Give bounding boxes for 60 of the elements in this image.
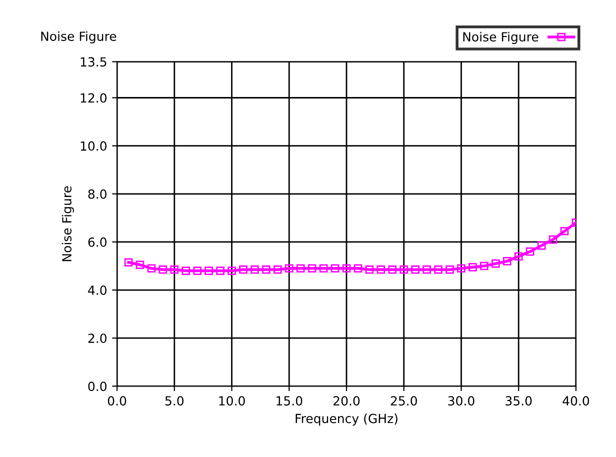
point	[548, 235, 558, 244]
point	[434, 265, 442, 274]
x-tick-label: 0.0	[108, 396, 126, 406]
point	[228, 266, 236, 275]
point	[411, 265, 420, 274]
point	[468, 263, 477, 272]
point	[239, 265, 248, 274]
point	[422, 265, 431, 274]
point	[136, 260, 144, 269]
x-tick-label: 25.0	[390, 396, 417, 406]
x-tick-label: 30.0	[448, 396, 474, 406]
point	[388, 265, 397, 274]
point	[537, 241, 546, 250]
legend-label: Noise Figure	[463, 32, 538, 44]
point	[342, 264, 351, 273]
x-tick-label: 5.0	[165, 396, 184, 406]
point	[308, 264, 316, 273]
x-tick-label: 35.0	[506, 396, 532, 406]
point	[400, 265, 408, 274]
point	[319, 264, 328, 273]
y-tick-label: 8.0	[88, 189, 106, 199]
point	[502, 257, 512, 266]
point	[273, 265, 282, 274]
point	[354, 264, 362, 273]
y-tick-label: 6.0	[88, 237, 106, 247]
point	[182, 266, 190, 275]
x-tick-label: 15.0	[276, 396, 302, 406]
point	[284, 264, 294, 273]
point	[480, 262, 488, 270]
y-tick-label: 4.0	[88, 285, 106, 295]
y-tick-label: 2.0	[88, 334, 106, 344]
x-tick-label: 40.0	[562, 396, 590, 406]
point	[514, 252, 523, 261]
point	[296, 264, 305, 273]
y-tick-label: 12.0	[80, 93, 106, 103]
point	[158, 265, 168, 274]
point	[457, 264, 466, 273]
point	[376, 265, 386, 274]
point	[250, 265, 259, 274]
point	[193, 266, 202, 275]
y-tick-label: 0.0	[88, 382, 106, 392]
point	[526, 247, 534, 256]
chart-title: Noise Figure	[41, 31, 116, 44]
point	[147, 264, 156, 273]
y-axis-title: Noise Figure	[62, 186, 74, 262]
point	[446, 265, 454, 274]
y-tick-label: 10.0	[80, 141, 106, 151]
point	[491, 259, 500, 268]
x-tick-label: 20.0	[334, 396, 360, 406]
point	[262, 265, 270, 274]
point	[560, 226, 569, 236]
point	[204, 266, 213, 275]
point	[216, 266, 224, 275]
y-tick-label: 13.5	[80, 57, 106, 67]
point	[124, 258, 133, 267]
point	[170, 265, 179, 274]
x-axis-title: Frequency (GHz)	[296, 414, 398, 426]
point	[330, 264, 340, 273]
point	[365, 265, 374, 274]
x-tick-label: 10.0	[219, 396, 245, 406]
